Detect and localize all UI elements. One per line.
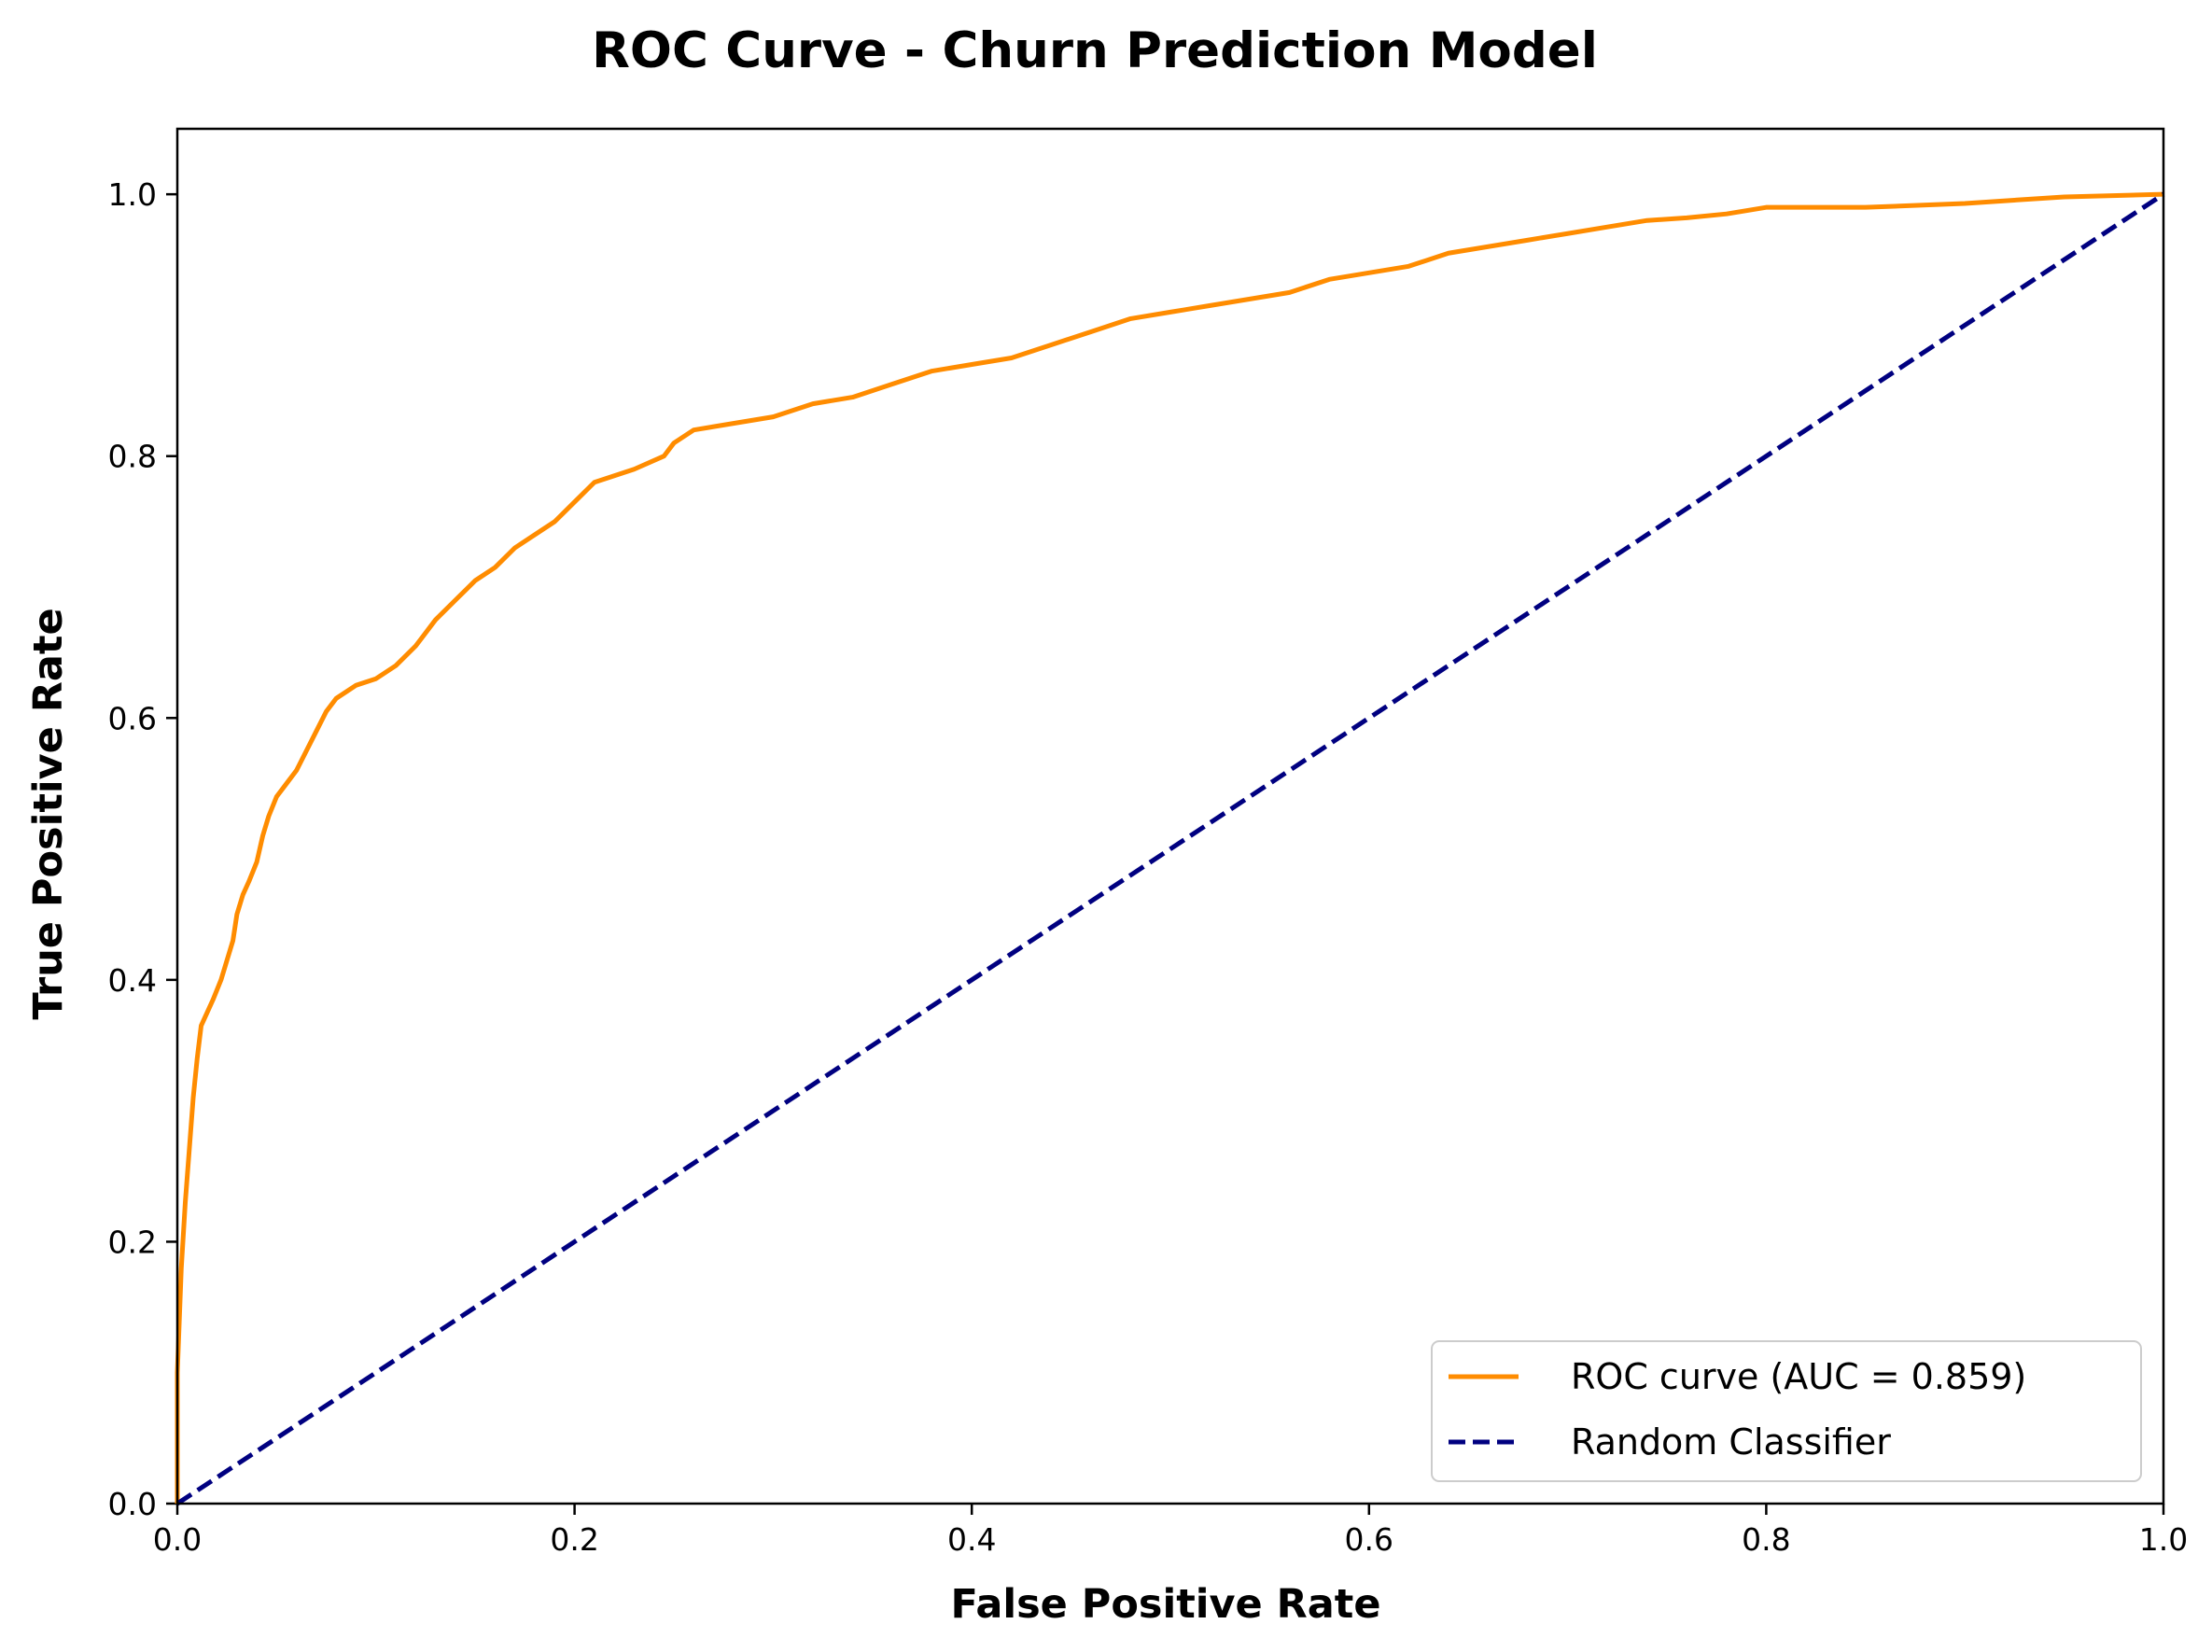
legend-box [1431, 1340, 2142, 1482]
y-tick-label: 1.0 [108, 176, 157, 213]
y-tick-label: 0.4 [108, 962, 157, 999]
random-classifier-line [175, 192, 2165, 1506]
legend-label-random: Random Classifier [1571, 1421, 1891, 1463]
x-tick-label: 0.2 [550, 1521, 598, 1558]
y-axis-label: True Positive Rate [25, 608, 72, 1019]
legend: ROC curve (AUC = 0.859) Random Classifie… [1431, 1340, 2142, 1482]
y-tick-label: 0.2 [108, 1224, 157, 1260]
x-tick-label: 0.8 [1742, 1521, 1790, 1558]
x-tick-label: 0.6 [1345, 1521, 1393, 1558]
x-tick-label: 1.0 [2139, 1521, 2188, 1558]
series-layer [175, 191, 2165, 1506]
legend-label-roc: ROC curve (AUC = 0.859) [1571, 1356, 2026, 1397]
plot-area [177, 129, 2163, 1504]
y-axis-ticks: 0.0 0.2 0.4 0.6 0.8 1.0 [108, 176, 177, 1522]
y-tick-label: 0.6 [108, 700, 157, 736]
y-tick-label: 0.8 [108, 439, 157, 475]
roc-curve-line [175, 191, 2164, 1504]
x-tick-label: 0.4 [947, 1521, 996, 1558]
x-axis-label: False Positive Rate [950, 1581, 1380, 1628]
x-axis-ticks: 0.0 0.2 0.4 0.6 0.8 1.0 [153, 1504, 2188, 1558]
x-tick-label: 0.0 [153, 1521, 202, 1558]
plot-frame [175, 127, 2165, 1505]
y-tick-label: 0.0 [108, 1486, 157, 1522]
chart-title: ROC Curve - Churn Prediction Model [592, 22, 1598, 79]
